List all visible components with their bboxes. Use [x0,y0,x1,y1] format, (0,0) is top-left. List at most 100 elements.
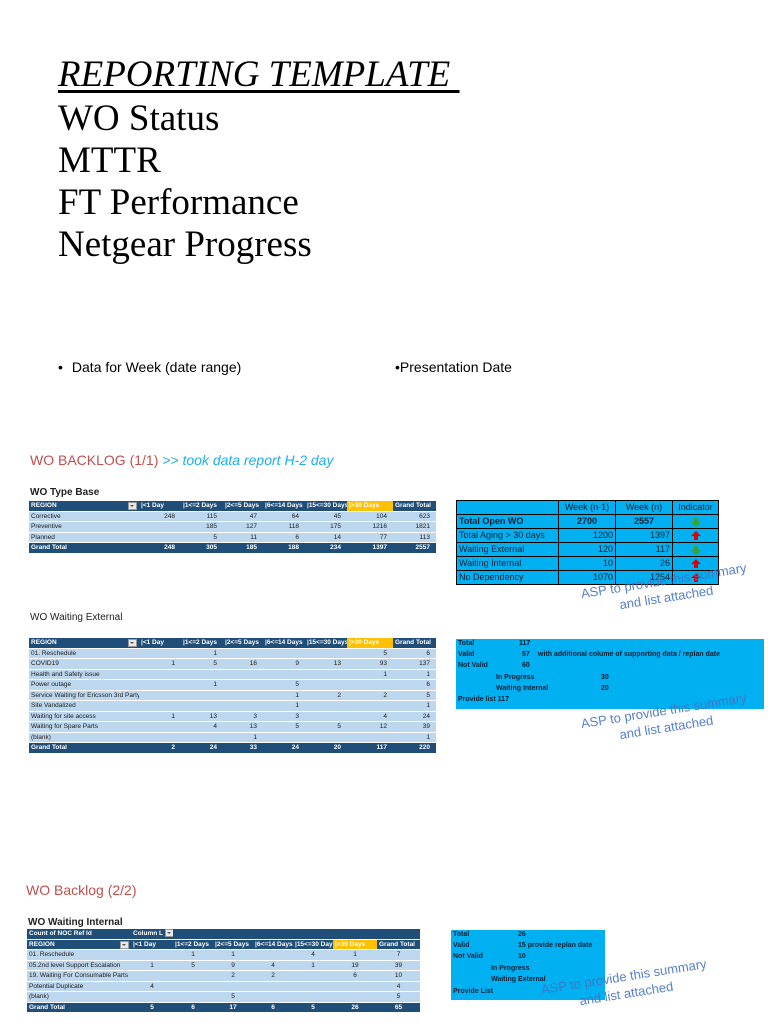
type-base-table: REGION |<1 Day |1<=2 Days |2<=5 Days |6<… [29,501,436,554]
cell: 2 [347,690,393,701]
cell [139,700,181,712]
table-row: Potential Duplicate 4 4 [27,981,420,992]
table-row: Site Vandalized 1 1 [29,700,436,712]
note-label: Not Valid [458,662,488,669]
header-15to30days: |15<=30 Days [305,501,347,512]
table-row: Preventive 185 127 118 175 1216 1821 [29,521,436,533]
header-gt30days: |>30 Days [347,501,393,512]
arrow-up-icon [690,531,701,540]
cell: 175 [305,521,347,533]
cell: 11 [223,532,263,543]
note-label: Waiting Internal [496,685,549,692]
filter-dropdown-icon[interactable] [128,639,137,647]
cell [223,669,263,680]
table-header-row: REGION |<1 Day |1<=2 Days |2<=5 Days |6<… [29,638,436,649]
agenda-item-ft-performance: FT Performance [58,182,299,223]
cell: 4 [293,949,333,961]
header-region[interactable]: REGION [29,638,139,649]
row-label: 01. Reschedule [27,949,131,961]
cell [131,970,173,982]
bullet-data-week: • Data for Week (date range) [58,359,241,375]
cell [181,732,223,743]
header-lt1day: |<1 Day [131,939,173,950]
cell: 234 [305,542,347,554]
header-blank [456,500,559,515]
header-gt30days: |>30 Days [347,638,393,649]
cell [305,711,347,722]
header-region[interactable]: REGION [27,939,131,950]
cell: 2700 [558,514,616,529]
header-region[interactable]: REGION [29,501,139,512]
cell: 1397 [615,528,673,543]
cell [293,981,333,992]
row-label: Total Aging > 30 days [456,528,559,543]
note-value: 60 [522,662,530,669]
waiting-internal-table: Count of NOC Ref Id Column L REGION |<1 … [27,929,420,1013]
table-row: (blank) 1 1 [29,732,436,743]
cell: 127 [223,521,263,533]
row-label: 05.2nd level Support Escalation [27,960,131,971]
column-labels[interactable]: Column L [131,929,173,940]
cell [181,700,223,712]
header-grand-total: Grand Total [393,501,436,512]
cell: 1 [139,711,181,722]
cell: 26 [333,1002,377,1013]
cell: 248 [139,542,181,554]
row-label: Health and Safety issue [29,669,139,680]
cell [223,700,263,712]
filter-dropdown-icon[interactable] [120,940,129,949]
cell [139,721,181,733]
cell: 24 [263,742,305,754]
cell: 1821 [393,521,436,533]
cell [253,949,293,961]
indicator-cell [672,528,719,543]
row-label: 19. Waiting For Consumable Parts [27,970,131,982]
arrow-up-icon [690,559,701,568]
arrow-down-icon [690,546,701,555]
table-row: Service Waiting for Ericsson 3rd Party 1 2… [29,690,436,701]
cell: 13 [305,658,347,670]
cell [347,732,393,743]
note-label: Valid [453,942,470,949]
bullet-text: Data for Week (date range) [71,359,242,375]
table-header-row: REGION |<1 Day |1<=2 Days |2<=5 Days |6<… [27,939,420,950]
header-15to30days: |15<=30 Days [293,939,333,950]
cell: 5 [293,1002,333,1013]
cell: 77 [347,532,393,543]
cell: 1 [393,669,436,680]
note-label: In Progress [496,674,535,681]
note-text: Provide List [453,988,494,995]
table-row: Waiting for Spare Parts 4 13 5 5 12 39 [29,721,436,733]
filter-dropdown-icon[interactable] [164,929,173,938]
cell [139,732,181,743]
cell: 13 [223,721,263,733]
cell: 33 [223,742,263,754]
cell: 1 [213,949,253,961]
cell: 4 [377,981,420,992]
header-1to2days: |1<=2 Days [181,501,223,512]
cell: 17 [213,1002,253,1013]
note-value: 30 [601,674,609,681]
indicator-cell [672,542,719,557]
cell: 1 [139,658,181,670]
row-label: (blank) [27,991,131,1003]
table-row: COVID19 1 5 16 9 13 93 137 [29,658,436,670]
cell: 7 [377,949,420,961]
table-row: Power outage 1 5 6 [29,679,436,691]
cell: 4 [253,960,293,971]
cell [139,648,181,659]
table-row: Health and Safety issue 1 1 [29,669,436,680]
row-label: Preventive [29,521,139,533]
cell: 93 [347,658,393,670]
indicator-cell [672,570,719,585]
cell [305,679,347,691]
cell: 5 [181,532,223,543]
cell: 117 [615,542,673,557]
cell: 5 [131,1002,173,1013]
note-value: 20 [601,685,609,692]
cell [253,981,293,992]
section-heading-backlog-1: WO BACKLOG (1/1) >> took data report H-2… [30,452,333,468]
filter-dropdown-icon[interactable] [128,502,137,510]
cell: 5 [305,721,347,733]
cell: 5 [263,679,305,691]
